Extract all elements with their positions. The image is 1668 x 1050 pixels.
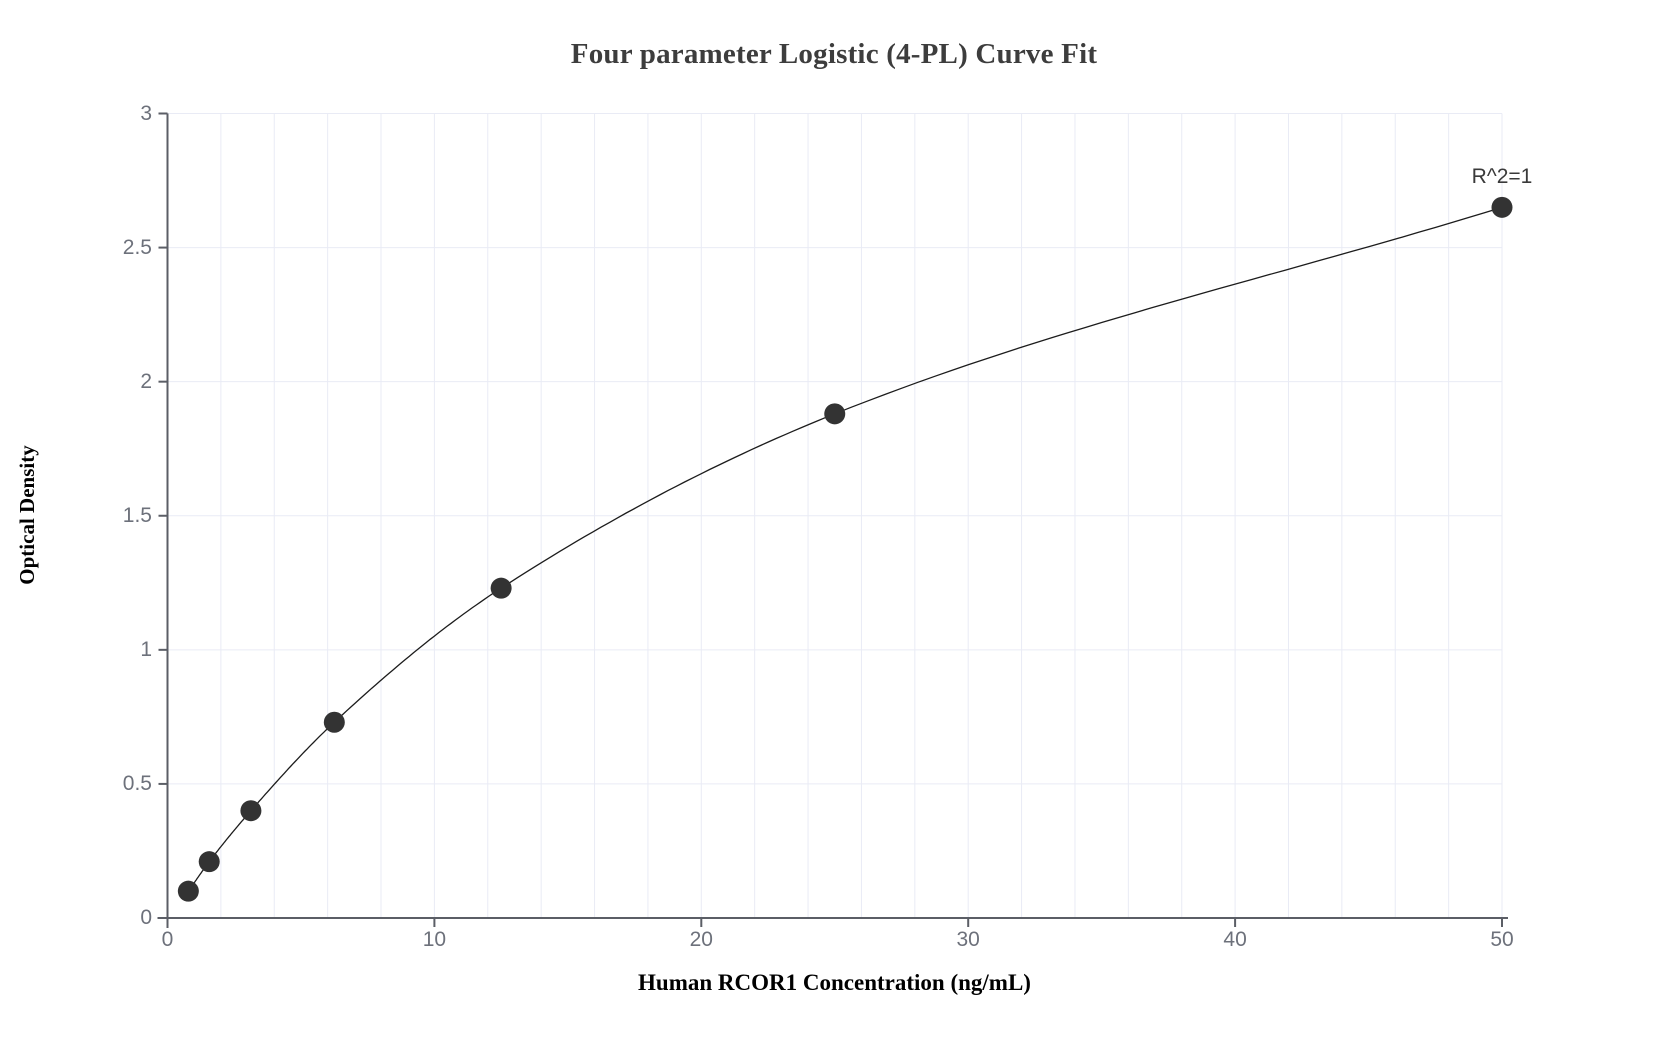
y-tick-label: 1.5 — [122, 503, 152, 527]
data-point — [323, 711, 345, 733]
y-tick-label: 2.5 — [122, 235, 152, 259]
x-tick-label: 40 — [1223, 928, 1247, 951]
data-point — [198, 851, 220, 873]
x-tick-label: 50 — [1490, 928, 1514, 951]
x-tick-label: 10 — [422, 928, 447, 951]
r-squared-annotation: R^2=1 — [1471, 165, 1533, 189]
x-axis-title: Human RCOR1 Concentration (ng/mL) — [638, 970, 1031, 995]
chart-title: Four parameter Logistic (4-PL) Curve Fit — [570, 38, 1098, 70]
data-point — [1491, 196, 1513, 218]
axis-lines — [157, 113, 1508, 928]
y-tick-label: 1 — [140, 637, 152, 661]
x-tick-label: 30 — [956, 928, 980, 951]
data-point — [824, 403, 846, 425]
y-tick-label: 3 — [140, 101, 152, 125]
fit-curve — [187, 206, 1503, 892]
data-point — [240, 800, 262, 822]
y-tick-label: 2 — [140, 369, 152, 393]
data-point — [490, 577, 512, 599]
y-axis-title: Optical Density — [15, 445, 39, 585]
data-point — [177, 880, 199, 902]
x-tick-label: 20 — [689, 928, 713, 951]
y-tick-label: 0 — [140, 906, 152, 929]
y-tick-label: 0.5 — [122, 771, 152, 795]
x-tick-label: 0 — [161, 928, 174, 951]
